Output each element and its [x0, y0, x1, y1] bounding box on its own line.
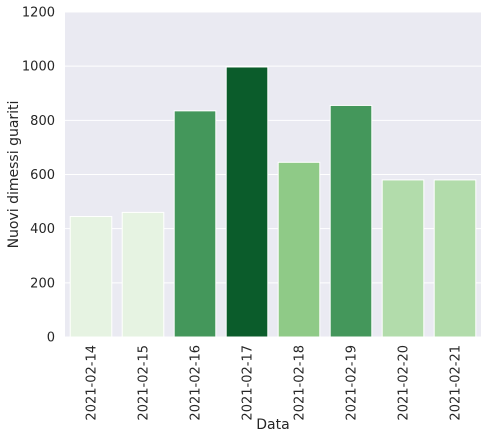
bar-2021-02-14 — [69, 215, 113, 338]
x-axis-label: Data — [256, 417, 289, 433]
bar-2021-02-16 — [173, 110, 217, 338]
y-tick-label: 400 — [30, 222, 55, 237]
y-tick-label: 800 — [30, 114, 55, 129]
y-tick-label: 0 — [47, 331, 55, 346]
bar-2021-02-18 — [277, 161, 321, 338]
y-axis-label: Nuovi dimessi guariti — [6, 101, 22, 249]
y-tick-label: 600 — [30, 168, 55, 183]
x-tick-label: 2021-02-19 — [345, 345, 360, 421]
x-tick-label: 2021-02-21 — [449, 345, 464, 421]
bars — [69, 66, 477, 338]
bar-2021-02-19 — [329, 104, 373, 338]
y-tick-label: 1000 — [22, 60, 55, 75]
y-tick-label: 200 — [30, 276, 55, 291]
bar-2021-02-17 — [225, 66, 269, 338]
x-tick-label: 2021-02-14 — [85, 345, 100, 421]
y-tick-labels: 0 200 400 600 800 1000 1200 — [22, 6, 55, 346]
x-tick-label: 2021-02-18 — [293, 345, 308, 421]
bar-2021-02-21 — [433, 179, 477, 338]
bar-2021-02-20 — [381, 179, 425, 338]
x-tick-label: 2021-02-20 — [397, 345, 412, 421]
y-tick-label: 1200 — [22, 6, 55, 21]
x-tick-label: 2021-02-17 — [241, 345, 256, 421]
x-tick-labels: 2021-02-14 2021-02-15 2021-02-16 2021-02-17… — [85, 345, 464, 421]
x-tick-label: 2021-02-15 — [137, 345, 152, 421]
bar-2021-02-15 — [121, 211, 165, 338]
x-tick-label: 2021-02-16 — [189, 345, 204, 421]
